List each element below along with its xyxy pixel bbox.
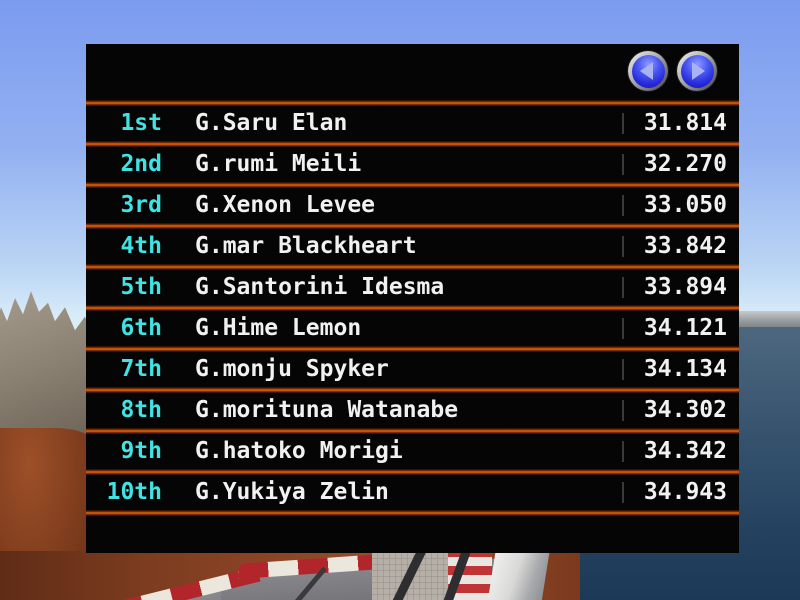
row-separator [86,182,739,188]
row-separator [86,469,739,475]
row-separator [86,100,739,106]
lap-time: 31.814 [643,110,727,136]
lap-time: 33.050 [643,192,727,218]
column-tick [622,277,624,298]
rank-label: 5th [120,274,162,300]
panel-footer [86,516,739,553]
player-name: G.hatoko Morigi [195,438,403,464]
rank-label: 3rd [120,192,162,218]
rank-label: 10th [106,479,162,505]
page-navigation [628,51,717,91]
next-page-button[interactable] [677,51,717,91]
lap-time: 34.943 [643,479,727,505]
row-separator [86,305,739,311]
column-tick [622,318,624,339]
rank-label: 6th [120,315,162,341]
column-tick [622,154,624,175]
rank-label: 1st [120,110,162,136]
left-arrow-icon [640,62,653,80]
leaderboard-row: 4th G.mar Blackheart 33.842 [86,229,739,264]
column-tick [622,195,624,216]
rank-label: 2nd [120,151,162,177]
white-wall [487,546,551,600]
race-results-panel: 1st G.Saru Elan 31.814 2nd G.rumi Meili … [86,44,739,553]
player-name: G.morituna Watanabe [195,397,459,423]
lap-time: 32.270 [643,151,727,177]
player-name: G.monju Spyker [195,356,389,382]
player-name: G.Yukiya Zelin [195,479,389,505]
row-separator [86,264,739,270]
panel-header [86,44,739,100]
lap-time: 34.302 [643,397,727,423]
column-tick [622,400,624,421]
row-separator [86,141,739,147]
row-separator [86,223,739,229]
leaderboard-row: 7th G.monju Spyker 34.134 [86,352,739,387]
player-name: G.Xenon Levee [195,192,376,218]
row-separator [86,346,739,352]
rank-label: 4th [120,233,162,259]
right-arrow-icon [692,62,705,80]
column-tick [622,359,624,380]
prev-page-button-face [631,54,665,88]
player-name: G.rumi Meili [195,151,362,177]
player-name: G.Santorini Idesma [195,274,445,300]
rank-label: 7th [120,356,162,382]
column-tick [622,113,624,134]
player-name: G.mar Blackheart [195,233,417,259]
leaderboard-row: 1st G.Saru Elan 31.814 [86,106,739,141]
leaderboard-row: 8th G.morituna Watanabe 34.302 [86,393,739,428]
leaderboard-row: 10th G.Yukiya Zelin 34.943 [86,475,739,510]
next-page-button-face [680,54,714,88]
leaderboard-row: 6th G.Hime Lemon 34.121 [86,311,739,346]
column-tick [622,482,624,503]
lap-time: 34.121 [643,315,727,341]
leaderboard-row: 5th G.Santorini Idesma 33.894 [86,270,739,305]
prev-page-button[interactable] [628,51,668,91]
leaderboard-row: 2nd G.rumi Meili 32.270 [86,147,739,182]
lap-time: 34.134 [643,356,727,382]
leaderboard-row: 3rd G.Xenon Levee 33.050 [86,188,739,223]
lap-time: 33.842 [643,233,727,259]
player-name: G.Hime Lemon [195,315,362,341]
rank-label: 8th [120,397,162,423]
row-separator [86,387,739,393]
column-tick [622,441,624,462]
player-name: G.Saru Elan [195,110,348,136]
lap-time: 34.342 [643,438,727,464]
lap-time: 33.894 [643,274,727,300]
column-tick [622,236,624,257]
row-separator [86,510,739,516]
row-separator [86,428,739,434]
leaderboard-row: 9th G.hatoko Morigi 34.342 [86,434,739,469]
rank-label: 9th [120,438,162,464]
